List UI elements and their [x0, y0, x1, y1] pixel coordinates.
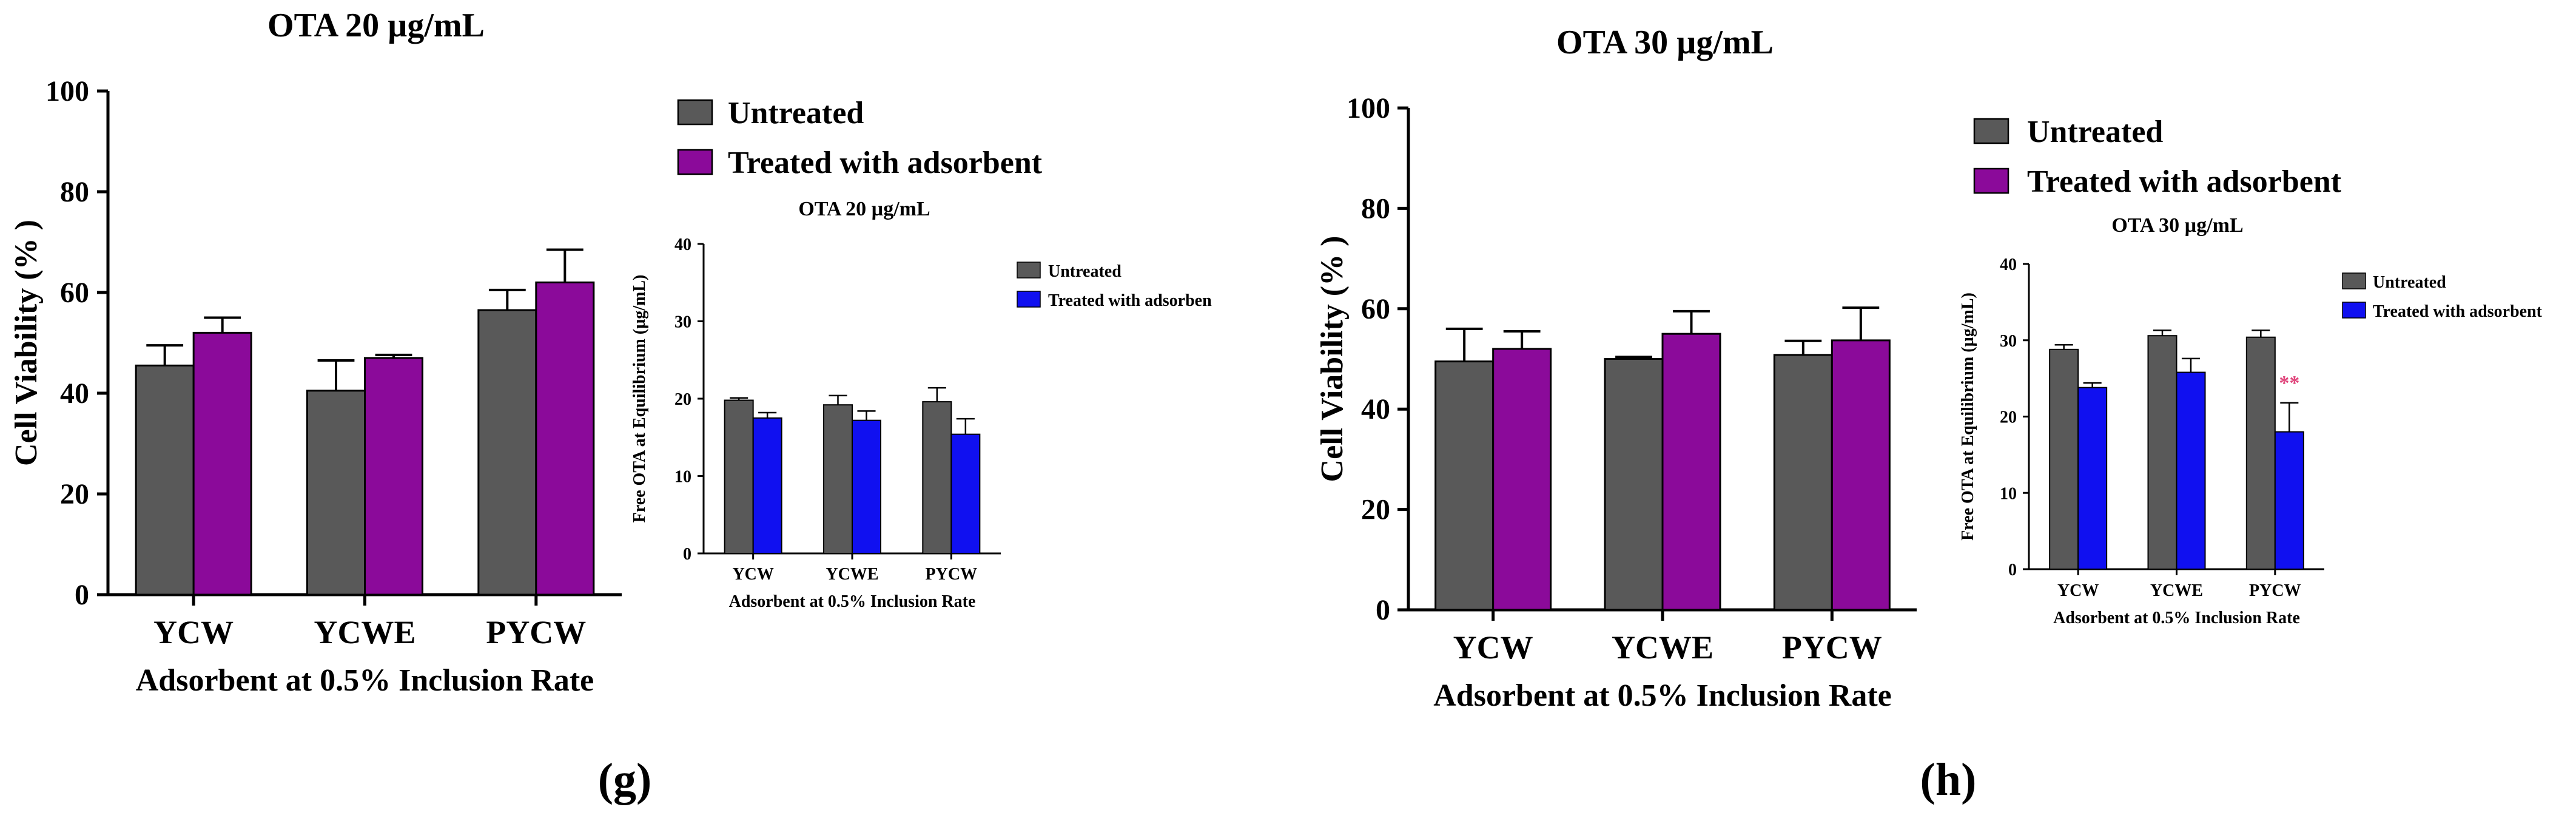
y-tick-label: 10 — [2000, 484, 2017, 503]
legend-label: Treated with adsorben — [1048, 291, 1212, 310]
legend-label: Untreated — [728, 96, 864, 130]
chart-title: OTA 20 µg/mL — [798, 198, 930, 220]
legend-swatch — [2342, 302, 2366, 319]
bar — [135, 364, 195, 596]
y-tick-label: 40 — [60, 377, 89, 410]
x-category-label: PYCW — [486, 614, 586, 650]
y-axis-label: Cell Viability (% ) — [9, 220, 44, 466]
chart-title: OTA 20 µg/mL — [267, 7, 485, 44]
bar — [192, 331, 252, 596]
legend-label: Untreated — [2027, 115, 2163, 149]
y-tick-label: 20 — [1361, 494, 1390, 526]
y-tick-label: 80 — [60, 176, 89, 208]
y-tick-label: 20 — [674, 390, 691, 409]
x-category-label: YCWE — [314, 614, 415, 650]
x-category-label: YCWE — [826, 565, 878, 584]
y-tick-label: 40 — [674, 235, 691, 254]
x-category-label: YCW — [732, 565, 773, 584]
y-tick-label: 100 — [1347, 92, 1390, 124]
x-axis-label: Adsorbent at 0.5% Inclusion Rate — [1433, 678, 1892, 713]
bar — [477, 309, 537, 596]
bar — [2274, 431, 2304, 570]
y-tick-label: 80 — [1361, 192, 1390, 225]
y-tick-label: 30 — [2000, 332, 2017, 351]
bar — [852, 419, 881, 555]
y-tick-label: 30 — [674, 313, 691, 332]
bar — [1661, 333, 1721, 611]
bar — [1831, 339, 1891, 611]
legend-swatch — [677, 149, 713, 175]
bar — [1773, 354, 1833, 611]
x-category-label: YCWE — [1612, 629, 1713, 666]
legend-label: Treated with adsorbent — [2027, 164, 2342, 199]
y-tick-label: 0 — [1376, 594, 1390, 626]
x-category-label: YCW — [1453, 629, 1533, 666]
chart-title: OTA 30 µg/mL — [1556, 24, 1774, 61]
y-axis-label: Cell Viability (% ) — [1315, 236, 1350, 482]
chart-title: OTA 30 µg/mL — [2111, 214, 2243, 237]
y-tick-label: 20 — [2000, 408, 2017, 427]
x-axis-label: Adsorbent at 0.5% Inclusion Rate — [2053, 609, 2300, 627]
y-tick-label: 0 — [2008, 561, 2017, 579]
legend-swatch — [2342, 272, 2366, 289]
y-tick-label: 60 — [1361, 293, 1390, 325]
bar — [2147, 335, 2177, 570]
x-category-label: YCW — [2057, 581, 2099, 600]
legend-label: Treated with adsorbent — [728, 146, 1043, 180]
legend-label: Untreated — [2373, 273, 2446, 292]
x-category-label: YCW — [153, 614, 234, 650]
bar — [950, 433, 981, 555]
panel-g-inset-chart: OTA 20 µg/mL 0 10 20 30 40 Free OTA at Equilib… — [630, 198, 1212, 611]
x-category-label: PYCW — [2249, 581, 2301, 600]
panel-label-g: (g) — [598, 754, 652, 805]
y-tick-label: 0 — [683, 545, 691, 564]
legend-swatch — [1973, 167, 2009, 194]
bar — [823, 404, 853, 555]
y-axis-label: Free OTA at Equilibrium (µg/mL) — [630, 275, 649, 523]
bar — [724, 399, 754, 554]
bar — [752, 417, 782, 554]
x-category-label: PYCW — [926, 565, 978, 584]
legend-label: Untreated — [1048, 262, 1122, 281]
bar — [535, 281, 595, 596]
bar — [2245, 336, 2276, 570]
y-tick-label: 40 — [1361, 393, 1390, 425]
significance-marker: ** — [2279, 372, 2299, 394]
bar — [364, 357, 423, 596]
legend-swatch — [1973, 118, 2009, 144]
bar — [2176, 371, 2206, 570]
panel-h-inset-chart: OTA 30 µg/mL 0 10 20 30 40 Free OTA at Equilib… — [1959, 214, 2543, 627]
y-axis-label: Free OTA at Equilibrium (µg/mL) — [1959, 292, 1977, 541]
y-tick-label: 20 — [60, 478, 89, 510]
legend-swatch — [1017, 262, 1041, 279]
bar — [2077, 387, 2108, 570]
bar — [1492, 348, 1552, 611]
bar — [1604, 358, 1664, 611]
legend-swatch — [677, 99, 713, 126]
x-axis-label: Adsorbent at 0.5% Inclusion Rate — [136, 663, 594, 698]
y-tick-label: 10 — [674, 468, 691, 487]
bar — [922, 401, 952, 554]
bar — [2049, 348, 2079, 570]
y-tick-label: 0 — [75, 579, 89, 611]
panel-label-h: (h) — [1920, 754, 1977, 805]
x-category-label: PYCW — [1782, 629, 1882, 666]
legend-swatch — [1017, 291, 1041, 308]
y-tick-label: 60 — [60, 277, 89, 309]
y-tick-label: 40 — [2000, 255, 2017, 274]
x-axis-label: Adsorbent at 0.5% Inclusion Rate — [729, 592, 976, 611]
x-category-label: YCWE — [2150, 581, 2203, 600]
bar — [306, 390, 366, 596]
bar — [1434, 360, 1495, 611]
y-tick-label: 100 — [45, 75, 89, 107]
legend-label: Treated with adsorbent — [2373, 302, 2543, 321]
